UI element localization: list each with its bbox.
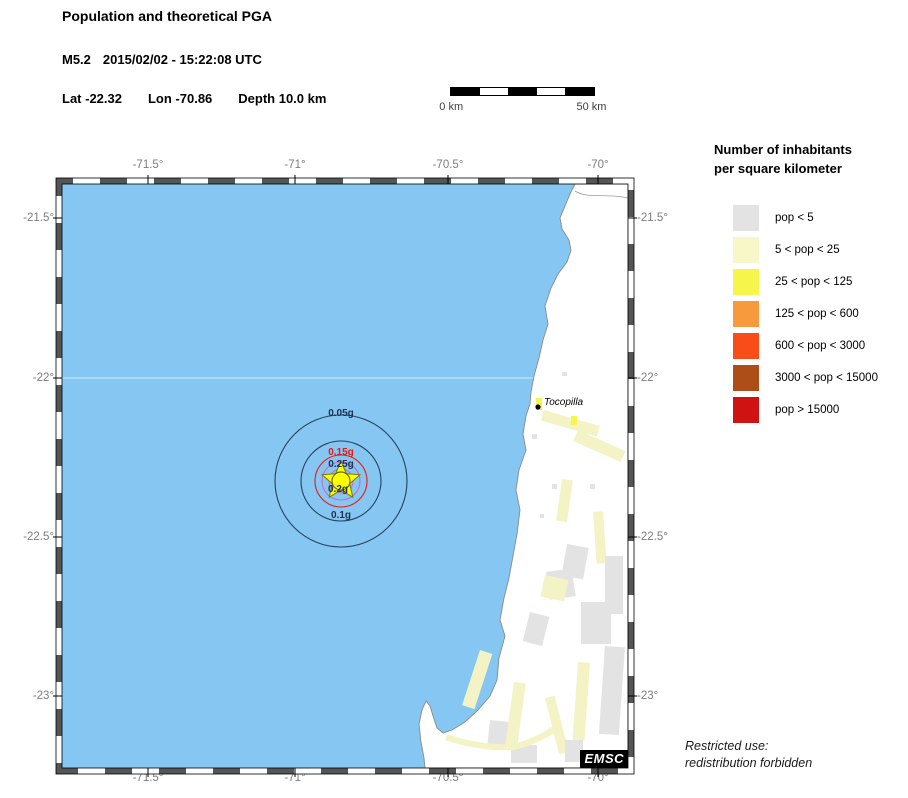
tocopilla-dot bbox=[535, 404, 541, 410]
event-datetime: 2015/02/02 - 15:22:08 UTC bbox=[102, 52, 262, 67]
restricted-use-note: Restricted use: redistribution forbidden bbox=[685, 738, 812, 772]
lon-tick-bottom-2: -70.5° bbox=[432, 772, 464, 784]
lat-tick-right-2: -22.5° bbox=[637, 531, 668, 543]
scale-segment bbox=[565, 88, 594, 95]
pga-label-01g: 0.1g bbox=[330, 510, 352, 521]
legend-swatch bbox=[733, 333, 759, 359]
lat-tick-left-1: -22° bbox=[32, 372, 54, 384]
map-scale-bar bbox=[450, 87, 595, 96]
legend-item-gt-15000: pop > 15000 bbox=[733, 397, 839, 423]
lat-tick-left-3: -23° bbox=[32, 690, 54, 702]
legend-label: 600 < pop < 3000 bbox=[775, 340, 866, 352]
event-magnitude: M5.2 bbox=[62, 52, 91, 67]
restricted-line1: Restricted use: bbox=[685, 739, 769, 753]
lon-tick-bottom-3: -70° bbox=[587, 772, 609, 784]
pga-label-005g: 0.05g bbox=[328, 408, 354, 419]
legend-item-pop-lt-5: pop < 5 bbox=[733, 205, 814, 231]
lon-tick-top-0: -71.5° bbox=[132, 159, 164, 171]
lon-tick-bottom-1: -71° bbox=[284, 772, 306, 784]
scale-segment bbox=[508, 88, 537, 95]
legend-title: Number of inhabitants per square kilomet… bbox=[714, 140, 852, 178]
event-coordinates: Lat -22.32 Lon -70.86 Depth 10.0 km bbox=[62, 91, 326, 106]
pga-label-02g: 0.2g bbox=[327, 484, 349, 495]
restricted-line2: redistribution forbidden bbox=[685, 756, 813, 770]
legend-swatch bbox=[733, 365, 759, 391]
legend-item-125-600: 125 < pop < 600 bbox=[733, 301, 859, 327]
lon-tick-top-2: -70.5° bbox=[432, 159, 464, 171]
legend-label: 25 < pop < 125 bbox=[775, 276, 853, 288]
legend-label: 125 < pop < 600 bbox=[775, 308, 859, 320]
legend-swatch bbox=[733, 397, 759, 423]
event-lat: Lat -22.32 bbox=[62, 91, 122, 106]
legend-label: 3000 < pop < 15000 bbox=[775, 372, 878, 384]
legend-swatch bbox=[733, 205, 759, 231]
lon-tick-top-3: -70° bbox=[587, 159, 609, 171]
lon-tick-bottom-0: -71.5° bbox=[132, 772, 164, 784]
scale-label-50km: 50 km bbox=[576, 101, 607, 113]
legend-title-line2: per square kilometer bbox=[714, 161, 842, 176]
legend-label: 5 < pop < 25 bbox=[775, 244, 840, 256]
legend-swatch bbox=[733, 301, 759, 327]
scale-segment bbox=[451, 88, 480, 95]
lat-tick-right-0: -21.5° bbox=[637, 212, 668, 224]
lat-tick-left-0: -21.5° bbox=[23, 212, 54, 224]
emsc-logo: EMSC bbox=[580, 750, 628, 768]
scale-label-0km: 0 km bbox=[439, 101, 464, 113]
legend-label: pop < 5 bbox=[775, 212, 814, 224]
scale-segment bbox=[479, 88, 509, 95]
legend-item-3000-15000: 3000 < pop < 15000 bbox=[733, 365, 878, 391]
legend-swatch bbox=[733, 269, 759, 295]
map-canvas: 0.05g 0.1g 0.15g 0.25g 0.2g Tocopilla EM… bbox=[62, 183, 629, 769]
lat-tick-left-2: -22.5° bbox=[23, 531, 54, 543]
pga-label-025g: 0.25g bbox=[328, 459, 354, 470]
tocopilla-label: Tocopilla bbox=[544, 397, 584, 408]
lat-tick-right-1: -22° bbox=[637, 372, 659, 384]
event-depth: Depth 10.0 km bbox=[238, 91, 327, 106]
event-summary: M5.2 2015/02/02 - 15:22:08 UTC bbox=[62, 52, 262, 67]
map-svg bbox=[62, 183, 629, 769]
legend-item-600-3000: 600 < pop < 3000 bbox=[733, 333, 865, 359]
lon-tick-top-1: -71° bbox=[284, 159, 306, 171]
legend-item-25-125: 25 < pop < 125 bbox=[733, 269, 852, 295]
legend-title-line1: Number of inhabitants bbox=[714, 142, 852, 157]
legend-swatch bbox=[733, 237, 759, 263]
page-title: Population and theoretical PGA bbox=[62, 8, 273, 24]
scale-segment bbox=[536, 88, 566, 95]
legend-item-5-25: 5 < pop < 25 bbox=[733, 237, 840, 263]
pga-label-015g: 0.15g bbox=[328, 447, 354, 458]
event-lon: Lon -70.86 bbox=[147, 91, 213, 106]
lat-tick-right-3: -23° bbox=[637, 690, 659, 702]
legend-label: pop > 15000 bbox=[775, 404, 840, 416]
